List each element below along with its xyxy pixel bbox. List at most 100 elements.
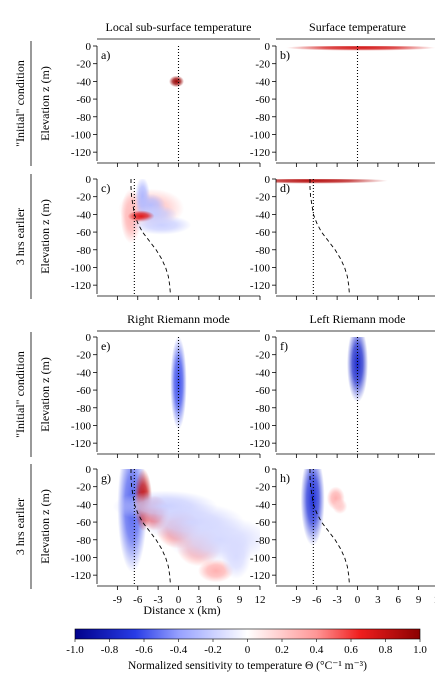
dashed-interface-curve — [309, 179, 350, 294]
y-tick-label: -40 — [255, 76, 270, 88]
sensitivity-blob — [347, 337, 368, 403]
sensitivity-blob — [286, 46, 435, 51]
y-tick-label: -100 — [250, 552, 271, 564]
y-axis-label: Elevation z (m) — [38, 199, 52, 274]
panel-d: 0 -20 -40 -60 -80 -100 -120 d) — [250, 174, 435, 300]
y-tick-label: -80 — [76, 245, 91, 257]
panel-c: 0 -20 -40 -60 -80 -100 -120 c) — [71, 174, 261, 300]
panel-f: 0 -20 -40 -60 -80 -100 -120 f) — [250, 332, 435, 458]
y-tick-label: 0 — [86, 332, 92, 344]
y-tick-label: -60 — [76, 94, 91, 106]
panel-b: 0 -20 -40 -60 -80 -100 -120 b) — [250, 41, 435, 167]
column-titles: Local sub-surface temperature Surface tem… — [97, 20, 435, 332]
y-tick-label: -60 — [255, 94, 270, 106]
x-tick-label: -3 — [333, 594, 343, 606]
panel-label: e) — [101, 339, 110, 353]
y-tick-label: 0 — [86, 174, 92, 186]
y-tick-label: -80 — [76, 112, 91, 124]
y-tick-label: -120 — [71, 570, 92, 582]
y-tick-label: -20 — [255, 59, 270, 71]
panels: 0-20-40-60-80-100-120a)0-20-40-60-80-100… — [71, 41, 435, 617]
sensitivity-blob — [170, 337, 187, 430]
colorbar-tick-label: 1.0 — [413, 644, 427, 656]
sensitivity-blob — [131, 215, 192, 235]
panel-h: 0 -20 -40 -60 -80 -100 -120 h) — [250, 464, 435, 590]
y-tick-label: -100 — [71, 420, 92, 432]
panel-a: 0 -20 -40 -60 -80 -100 -120 a) — [71, 41, 261, 167]
y-tick-label: 0 — [265, 41, 271, 53]
y-tick-label: 0 — [86, 41, 92, 53]
y-tick-label: -20 — [76, 482, 91, 494]
y-tick-label: -120 — [250, 570, 271, 582]
y-tick-label: -80 — [255, 535, 270, 547]
colorbar: -1.0 -0.8 -0.6 -0.4 -0.2 0 0.2 0.4 0.6 0.8 1.0 Norm… — [66, 628, 427, 672]
x-tick-label: 3 — [375, 594, 381, 606]
x-tick-label: 9 — [416, 594, 422, 606]
y-tick-label: -120 — [250, 147, 271, 159]
x-tick-label: 12 — [434, 594, 435, 606]
y-tick-label: -60 — [255, 227, 270, 239]
colorbar-tick-label: 0.4 — [310, 644, 324, 656]
x-tick-label: -6 — [133, 594, 143, 606]
panel-label: a) — [101, 48, 110, 62]
y-tick-label: -80 — [76, 535, 91, 547]
y-tick-label: -40 — [255, 499, 270, 511]
colorbar-tick-label: -1.0 — [66, 644, 84, 656]
x-tick-label: -9 — [292, 594, 302, 606]
y-tick-label: -120 — [71, 147, 92, 159]
y-tick-label: 0 — [265, 332, 271, 344]
y-tick-label: -100 — [71, 262, 92, 274]
x-tick-label: -9 — [113, 594, 123, 606]
y-tick-label: -80 — [76, 403, 91, 415]
y-tick-label: -60 — [255, 385, 270, 397]
x-tick-label: -3 — [154, 594, 164, 606]
column-title: Left Riemann mode — [310, 312, 406, 326]
y-tick-label: -20 — [76, 192, 91, 204]
y-axis-label: Elevation z (m) — [38, 357, 52, 432]
panel-label: c) — [101, 181, 110, 195]
y-axis-label: Elevation z (m) — [38, 489, 52, 564]
colorbar-tick-label: 0.6 — [344, 644, 358, 656]
sensitivity-blob — [276, 179, 389, 184]
y-tick-label: -60 — [255, 517, 270, 529]
column-title: Surface temperature — [309, 20, 406, 34]
sensitivity-blob — [332, 498, 348, 514]
y-tick-label: -20 — [255, 350, 270, 362]
x-tick-label: 3 — [196, 594, 202, 606]
colorbar-tick-label: 0.2 — [275, 644, 289, 656]
column-title: Right Riemann mode — [127, 312, 230, 326]
panel-label: h) — [280, 471, 290, 485]
y-tick-label: -40 — [76, 209, 91, 221]
y-tick-label: -100 — [250, 420, 271, 432]
colorbar-gradient — [74, 628, 421, 640]
colorbar-tick-label: -0.4 — [170, 644, 188, 656]
sensitivity-blob — [221, 532, 252, 580]
colorbar-tick-label: -0.8 — [101, 644, 119, 656]
row-label: 3 hrs earlier — [13, 498, 27, 555]
colorbar-tick-label: -0.2 — [204, 644, 221, 656]
panel-label: d) — [280, 181, 290, 195]
colorbar-label: Normalized sensitivity to temperature Θ … — [128, 660, 367, 672]
y-tick-label: -120 — [71, 438, 92, 450]
x-tick-label: 6 — [396, 594, 402, 606]
row-labels: "Initial" condition Elevation z (m) 3 hrs … — [13, 41, 52, 589]
y-tick-label: -100 — [250, 262, 271, 274]
panel-g: 0 -20 -40 -60 -80 -100 -120 g) — [71, 464, 261, 590]
y-tick-label: -60 — [76, 227, 91, 239]
panel-label: g) — [101, 471, 111, 485]
y-tick-label: -120 — [250, 280, 271, 292]
panel-e: 0 -20 -40 -60 -80 -100 -120 e) — [71, 332, 261, 458]
y-tick-label: -40 — [76, 367, 91, 379]
colorbar-tick-label: 0 — [245, 644, 251, 656]
y-tick-label: 0 — [265, 464, 271, 476]
sensitivity-blob — [169, 75, 184, 88]
panel-label: b) — [280, 48, 290, 62]
y-tick-label: -40 — [255, 367, 270, 379]
x-tick-label: 0 — [176, 594, 182, 606]
panel-label: f) — [280, 339, 288, 353]
y-tick-label: -80 — [255, 112, 270, 124]
dashed-interface-curve — [309, 469, 350, 584]
row-label: "Initial" condition — [13, 351, 27, 438]
y-tick-label: -40 — [76, 76, 91, 88]
